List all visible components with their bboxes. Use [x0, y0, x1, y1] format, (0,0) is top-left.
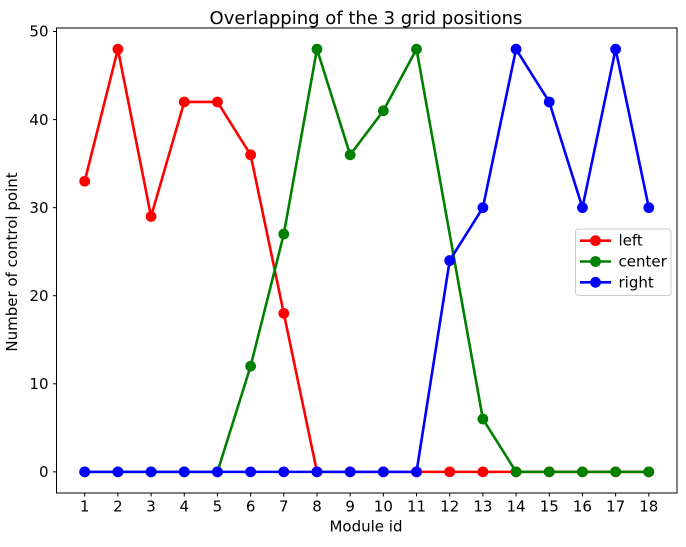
x-tick-label: 4 — [179, 498, 189, 516]
series-right-marker — [212, 466, 223, 478]
x-tick-label: 11 — [407, 498, 426, 516]
x-tick-label: 7 — [279, 498, 289, 516]
series-center-marker — [245, 360, 257, 372]
x-tick-label: 6 — [246, 498, 256, 516]
series-left-marker — [444, 466, 456, 478]
legend-label-center: center — [619, 253, 668, 271]
series-right-marker — [510, 43, 522, 55]
y-tick-label: 10 — [29, 375, 48, 393]
series-right-marker — [311, 466, 323, 478]
legend-sample-marker-center — [590, 256, 601, 267]
x-tick-label: 12 — [440, 498, 459, 516]
series-center-marker — [477, 413, 489, 425]
x-tick-label: 5 — [213, 498, 223, 516]
x-tick-label: 15 — [540, 498, 559, 516]
x-tick-label: 3 — [146, 498, 156, 516]
y-tick-label: 20 — [29, 287, 48, 305]
x-tick-label: 2 — [113, 498, 123, 516]
series-right-line — [84, 47, 651, 474]
series-center-marker — [377, 105, 389, 117]
series-center-marker — [510, 466, 522, 478]
series-right-marker — [477, 202, 489, 214]
series-right-marker — [577, 202, 588, 214]
series-right-marker — [112, 466, 124, 478]
series-right-marker — [178, 466, 190, 478]
legend-sample-marker-right — [590, 276, 601, 288]
series-right-marker — [543, 96, 555, 108]
series-left-marker — [477, 466, 489, 478]
series-left-marker — [112, 43, 124, 55]
chart-title: Overlapping of the 3 grid positions — [210, 8, 523, 29]
series-center-marker — [278, 228, 290, 240]
series-center-marker — [610, 466, 622, 478]
x-tick-label: 8 — [312, 498, 322, 516]
y-tick-label: 40 — [29, 111, 48, 129]
series-left-line — [83, 47, 649, 474]
series-center-marker — [344, 149, 356, 161]
y-tick-label: 50 — [29, 23, 48, 41]
series-left-marker — [245, 149, 257, 161]
series-center-marker — [643, 466, 655, 478]
series-right-marker — [377, 466, 389, 478]
x-tick-label: 18 — [639, 498, 658, 516]
series-right-marker — [610, 43, 622, 55]
plot-border — [56, 27, 678, 494]
x-tick-label: 1 — [80, 498, 90, 516]
series-left-marker — [212, 96, 223, 108]
series-right-marker — [145, 466, 157, 478]
y-axis-label: Number of control point — [3, 172, 21, 351]
series-left-marker — [278, 307, 290, 319]
series-right-marker — [245, 466, 257, 478]
x-tick-label: 13 — [473, 498, 492, 516]
x-tick-label: 9 — [345, 498, 355, 516]
series-right-marker — [411, 466, 422, 478]
series-center-marker — [577, 466, 588, 478]
series-center-marker — [543, 466, 555, 478]
y-tick-label: 30 — [29, 199, 48, 217]
legend-label-left: left — [619, 232, 643, 250]
y-tick-label: 0 — [39, 463, 49, 481]
series-right-marker — [79, 466, 91, 478]
series-center-marker — [311, 43, 323, 55]
x-tick-label: 17 — [606, 498, 625, 516]
series-right-marker — [344, 466, 356, 478]
x-tick-label: 10 — [374, 498, 393, 516]
series-center-marker — [411, 43, 422, 55]
series-left-marker — [145, 211, 157, 222]
x-axis-label: Module id — [329, 518, 402, 536]
series-right-marker — [643, 202, 655, 214]
series-right-marker — [444, 255, 456, 266]
series-right-marker — [278, 466, 290, 478]
x-tick-label: 14 — [507, 498, 526, 516]
series-left-marker — [79, 175, 91, 187]
series-center-line — [84, 47, 649, 474]
x-tick-label: 16 — [573, 498, 592, 516]
series-left-marker — [178, 96, 190, 108]
legend-sample-marker-left — [590, 235, 601, 247]
legend-label-right: right — [619, 273, 654, 291]
